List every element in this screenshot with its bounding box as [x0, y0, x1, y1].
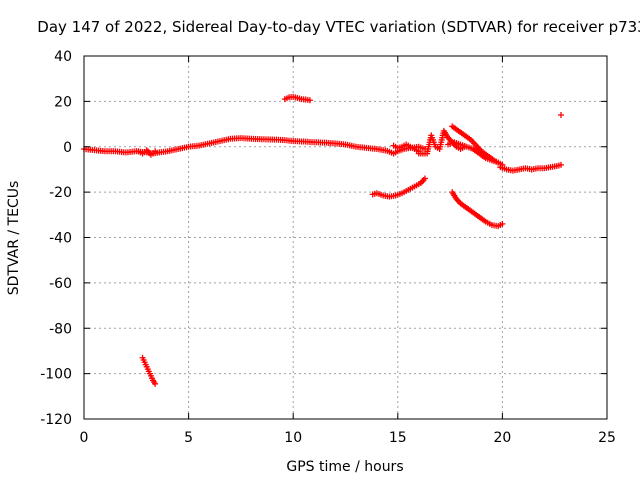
x-tick-label: 5 — [184, 430, 193, 446]
x-tick-label: 10 — [284, 430, 302, 446]
x-tick-label: 15 — [389, 430, 407, 446]
y-tick-label: -120 — [40, 412, 72, 428]
y-tick-label: -100 — [40, 367, 72, 383]
data-point — [499, 220, 506, 227]
grid — [84, 56, 607, 419]
y-axis-title: SDTVAR / TECUs — [6, 181, 22, 296]
data-points — [81, 93, 564, 387]
data-point — [495, 159, 502, 166]
data-point — [152, 148, 159, 155]
chart-title: Day 147 of 2022, Sidereal Day-to-day VTE… — [37, 18, 640, 36]
y-tick-label: -20 — [49, 185, 72, 201]
y-tick-label: 0 — [63, 140, 72, 156]
axis-ticks: 0 5 10 15 20 25 -120 -100 -80 -60 -40 -20 0 20 40 — [40, 49, 616, 446]
y-tick-label: -40 — [49, 231, 72, 247]
data-point — [557, 161, 564, 168]
y-tick-label: 40 — [54, 49, 72, 65]
data-point — [152, 380, 159, 387]
data-point — [306, 97, 313, 104]
y-tick-label: -80 — [49, 321, 72, 337]
x-axis-title: GPS time / hours — [286, 459, 403, 475]
x-tick-label: 0 — [80, 430, 89, 446]
data-point — [557, 111, 564, 118]
y-tick-label: -60 — [49, 276, 72, 292]
x-tick-label: 25 — [598, 430, 616, 446]
x-tick-label: 20 — [493, 430, 511, 446]
y-tick-label: 20 — [54, 94, 72, 110]
data-point — [421, 175, 428, 182]
